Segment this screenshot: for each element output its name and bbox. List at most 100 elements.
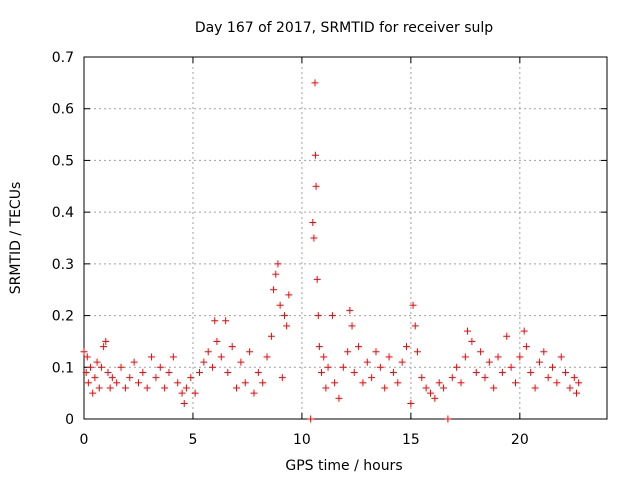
- data-point: [106, 384, 114, 392]
- data-point: [224, 368, 232, 376]
- data-point: [211, 317, 219, 325]
- data-point: [344, 348, 352, 356]
- data-point: [311, 79, 319, 87]
- data-point: [435, 379, 443, 387]
- data-point: [178, 389, 186, 397]
- y-tick-label: 0.2: [52, 309, 74, 325]
- data-point: [93, 358, 101, 366]
- data-point: [422, 384, 430, 392]
- data-point: [310, 234, 318, 242]
- data-point: [84, 379, 92, 387]
- data-point: [477, 348, 485, 356]
- data-point: [516, 353, 524, 361]
- data-point: [233, 384, 241, 392]
- data-point: [557, 353, 565, 361]
- data-point: [309, 218, 317, 226]
- data-point: [313, 275, 321, 283]
- y-tick-labels: 0 0.1 0.2 0.3 0.4 0.5 0.6 0.7: [52, 50, 74, 428]
- data-point: [169, 353, 177, 361]
- data-point: [134, 379, 142, 387]
- data-point: [314, 312, 322, 320]
- data-point: [394, 379, 402, 387]
- y-tick-label: 0.7: [52, 50, 74, 66]
- data-point: [457, 379, 465, 387]
- data-point: [312, 182, 320, 190]
- data-point: [182, 384, 190, 392]
- data-point: [527, 368, 535, 376]
- axis-ticks: [83, 56, 607, 420]
- x-tick-label: 0: [80, 432, 89, 448]
- data-point: [117, 363, 125, 371]
- data-point: [280, 312, 288, 320]
- data-point: [522, 343, 530, 351]
- data-point: [311, 151, 319, 159]
- data-point: [187, 374, 195, 382]
- data-point: [331, 379, 339, 387]
- data-point: [270, 286, 278, 294]
- x-tick-labels: 0 5 10 15 20: [80, 432, 529, 448]
- data-point: [307, 415, 315, 423]
- data-point: [259, 379, 267, 387]
- data-point: [339, 363, 347, 371]
- data-point: [520, 327, 528, 335]
- data-point: [213, 337, 221, 345]
- data-point: [283, 322, 291, 330]
- data-point: [241, 379, 249, 387]
- data-point: [448, 374, 456, 382]
- data-point: [503, 332, 511, 340]
- x-axis-label: GPS time / hours: [285, 458, 402, 474]
- y-axis-label: SRMTID / TECUs: [8, 182, 24, 295]
- data-point: [320, 353, 328, 361]
- data-point: [195, 368, 203, 376]
- data-point: [315, 343, 323, 351]
- data-point: [411, 322, 419, 330]
- data-point: [191, 389, 199, 397]
- data-point: [100, 343, 108, 351]
- data-point: [121, 384, 129, 392]
- data-point: [575, 379, 583, 387]
- data-point: [376, 363, 384, 371]
- data-point: [372, 348, 380, 356]
- data-point: [263, 353, 271, 361]
- data-point: [130, 358, 138, 366]
- data-point: [407, 399, 415, 407]
- data-point: [97, 363, 105, 371]
- y-tick-label: 0.1: [52, 360, 74, 376]
- data-point: [413, 348, 421, 356]
- data-point: [272, 270, 280, 278]
- data-point: [511, 379, 519, 387]
- data-point: [126, 374, 134, 382]
- data-point: [139, 368, 147, 376]
- y-tick-label: 0.5: [52, 153, 74, 169]
- data-point: [398, 358, 406, 366]
- data-point: [335, 394, 343, 402]
- data-point: [143, 384, 151, 392]
- data-point: [156, 363, 164, 371]
- y-tick-label: 0.4: [52, 205, 74, 221]
- data-point: [544, 374, 552, 382]
- data-point: [553, 379, 561, 387]
- data-point: [385, 353, 393, 361]
- data-point: [453, 363, 461, 371]
- data-point: [461, 353, 469, 361]
- data-point: [566, 384, 574, 392]
- data-point: [102, 337, 110, 345]
- data-point: [409, 301, 417, 309]
- x-tick-label: 5: [188, 432, 197, 448]
- data-point: [485, 358, 493, 366]
- data-point: [250, 389, 258, 397]
- data-point: [468, 337, 476, 345]
- chart-title: Day 167 of 2017, SRMTID for receiver sul…: [195, 20, 493, 36]
- y-tick-label: 0.6: [52, 102, 74, 118]
- data-point: [274, 260, 282, 268]
- data-point: [148, 353, 156, 361]
- data-point: [200, 358, 208, 366]
- data-point: [237, 358, 245, 366]
- data-point: [87, 363, 95, 371]
- data-point: [108, 374, 116, 382]
- data-point: [464, 327, 472, 335]
- data-point: [481, 374, 489, 382]
- data-point: [180, 399, 188, 407]
- data-point: [174, 379, 182, 387]
